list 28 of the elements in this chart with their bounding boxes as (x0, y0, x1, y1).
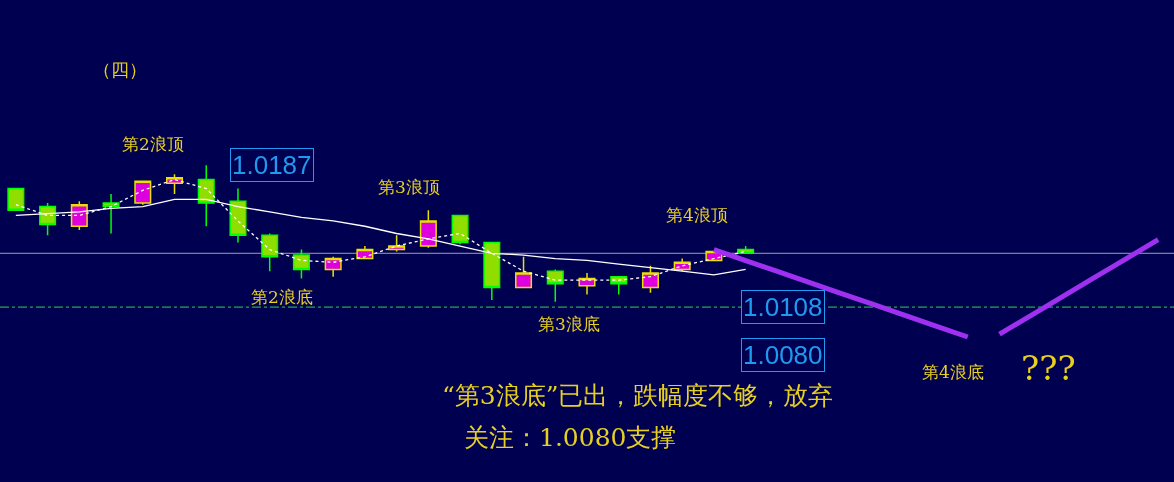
annotation: 1.0108 (743, 292, 823, 322)
candlestick (546, 268, 564, 303)
candlestick (7, 187, 25, 211)
annotation: 第2浪底 (251, 287, 313, 307)
text: “第3浪底”已出，跌幅度不够，放弃 (442, 381, 834, 410)
candlestick (324, 256, 342, 278)
candlestick (292, 248, 310, 280)
chart-title: （四） (92, 59, 147, 81)
candlestick (641, 265, 659, 294)
candlestick (419, 209, 437, 249)
annotation: 第4浪顶 (666, 205, 728, 225)
text: 关注：1.0080支撑 (464, 423, 677, 452)
text: 第3浪底 (538, 314, 600, 334)
candlestick (197, 164, 215, 227)
candlestick (451, 214, 469, 246)
candlestick (578, 272, 596, 296)
annotation: 1.0187 (232, 150, 312, 180)
text: 1.0080 (743, 340, 823, 370)
text: ??? (1021, 348, 1076, 388)
candlestick (515, 256, 533, 289)
candlestick (229, 187, 247, 244)
candlestick (261, 232, 279, 272)
annotation: 第3浪顶 (378, 177, 440, 197)
candlestick (134, 180, 152, 206)
text: 第4浪底 (922, 362, 984, 382)
text: 第2浪顶 (122, 134, 184, 154)
candlestick (483, 241, 501, 301)
candlestick (102, 193, 120, 235)
